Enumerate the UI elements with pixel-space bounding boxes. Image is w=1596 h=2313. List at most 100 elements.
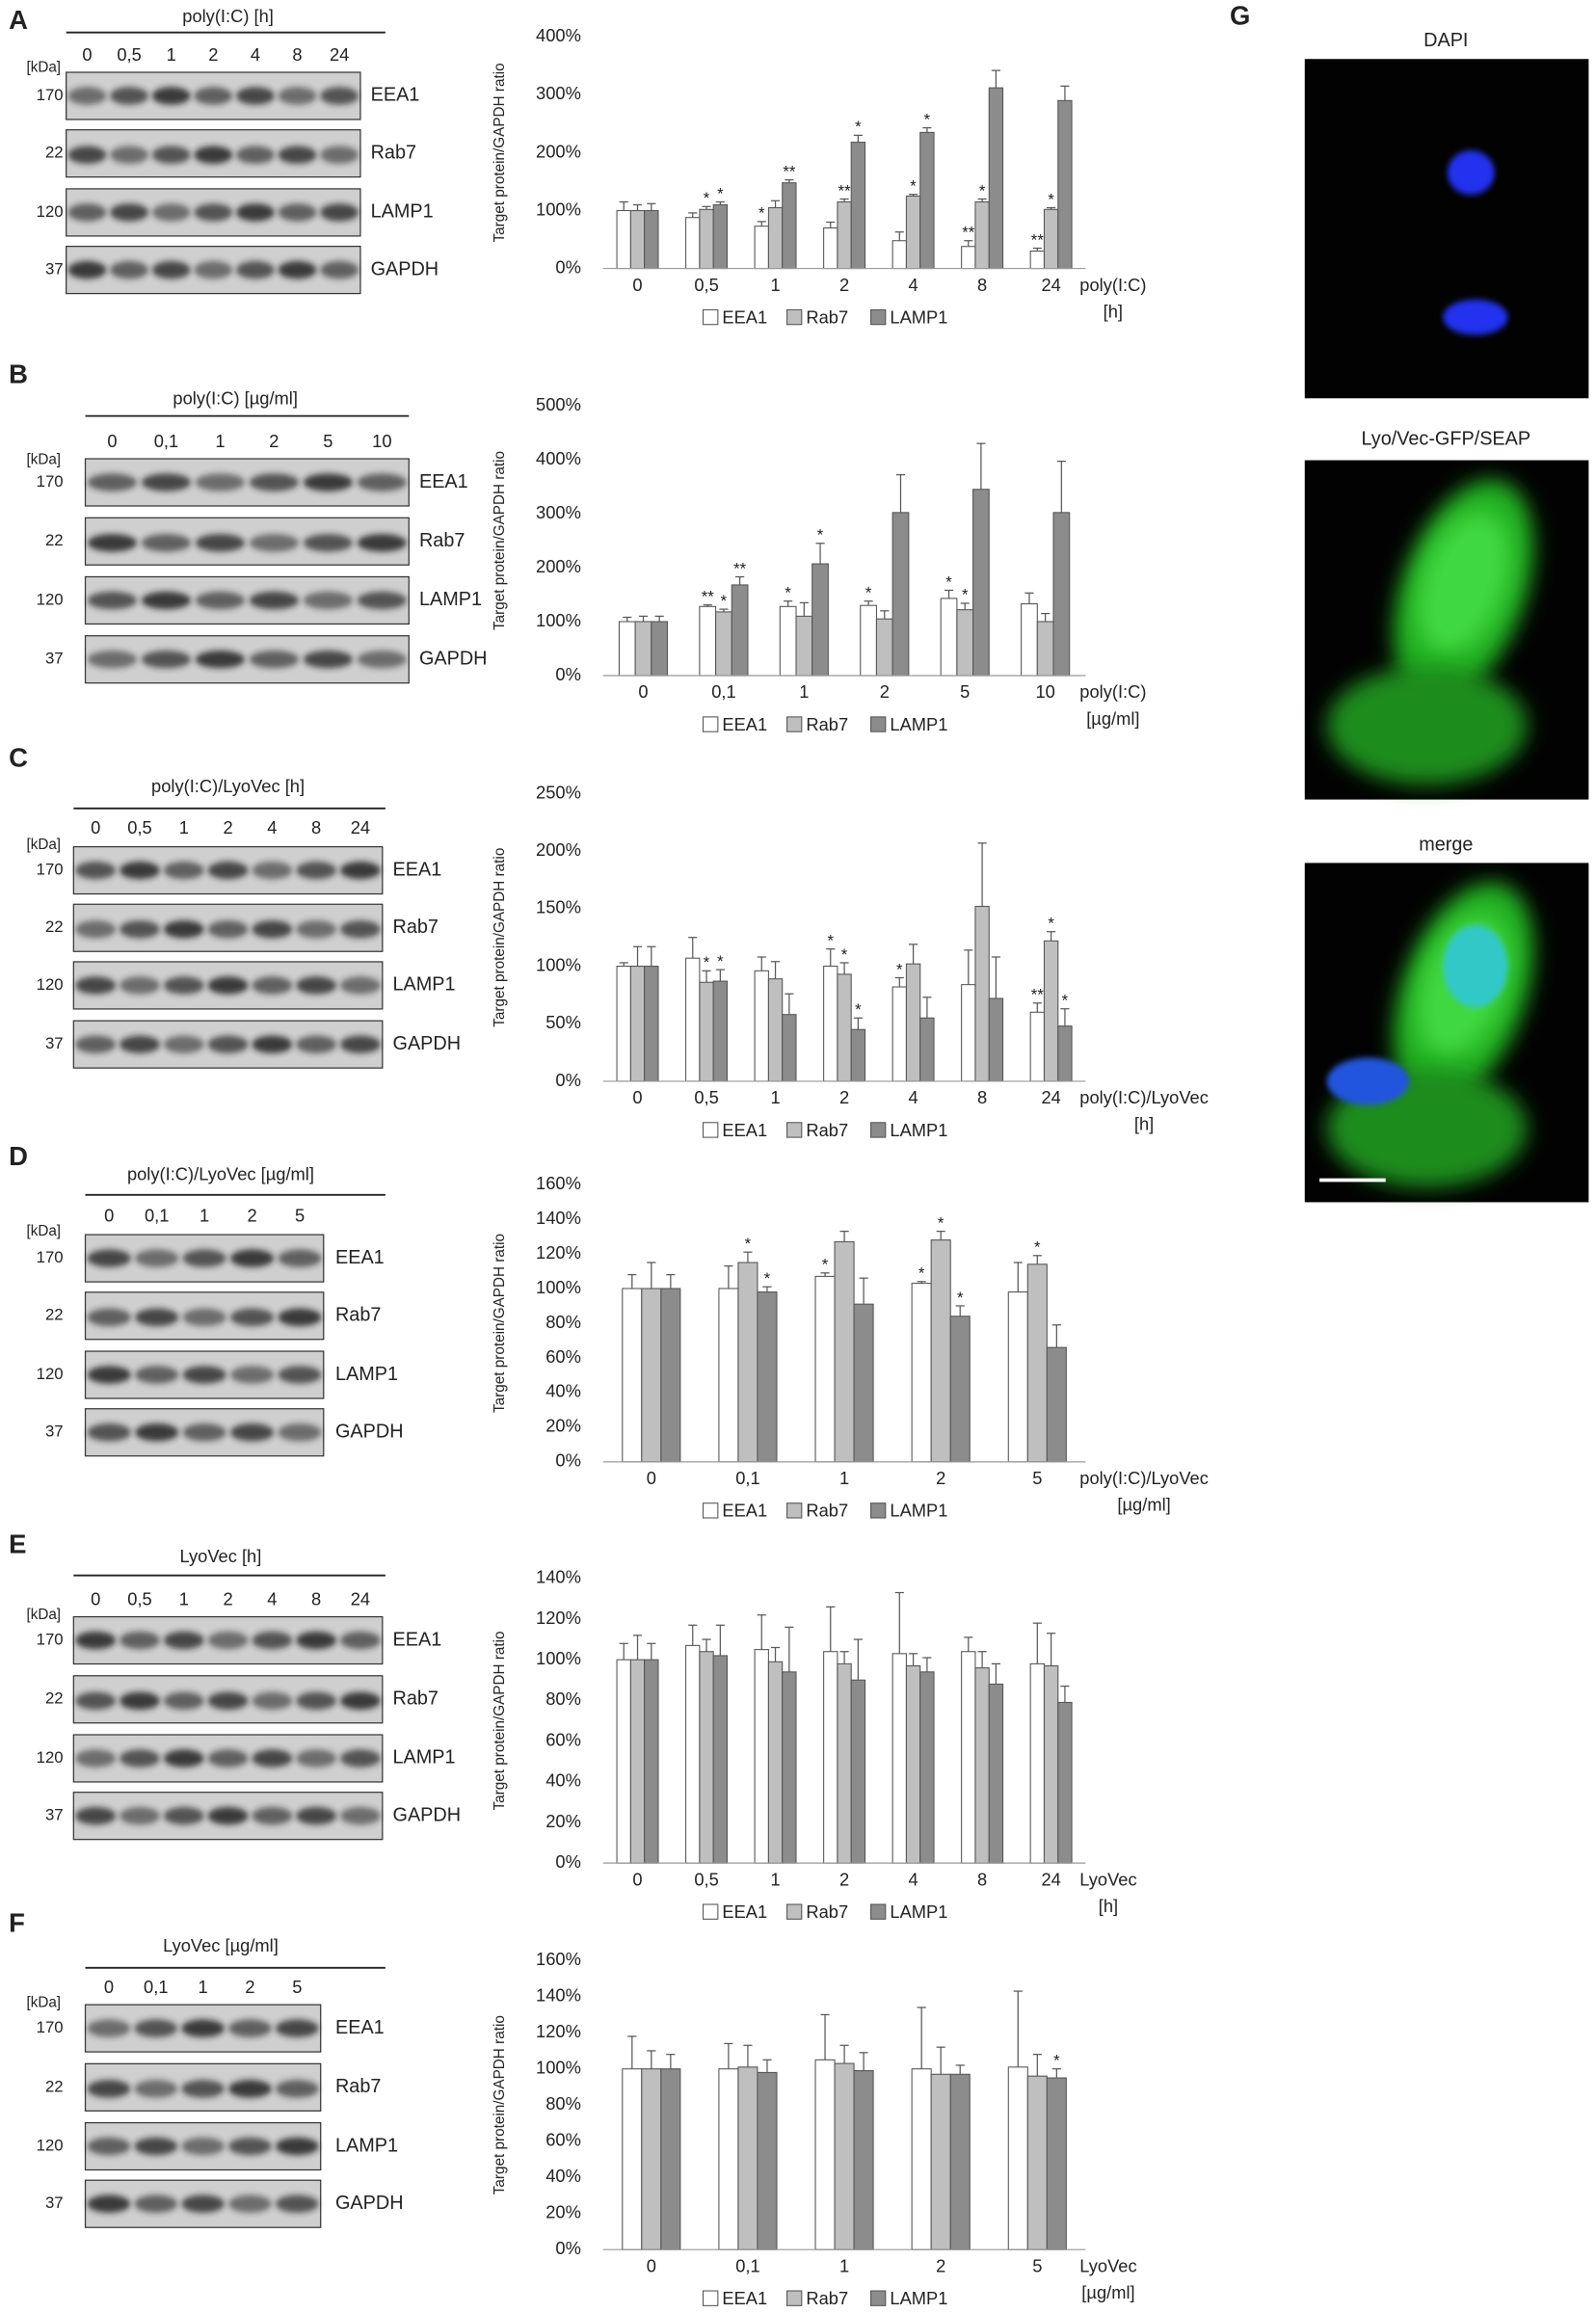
y-tick-label: 0% <box>555 1851 580 1872</box>
blot-band <box>357 591 408 610</box>
protein-name: Rab7 <box>393 917 439 938</box>
bar <box>718 1288 739 1463</box>
bar <box>699 208 714 270</box>
kda-marker: 37 <box>45 1422 64 1441</box>
x-tick-label: 5 <box>1032 2255 1042 2275</box>
legend-label: EEA1 <box>722 1120 767 1140</box>
lane-label: 1 <box>179 1589 189 1609</box>
y-tick-label: 140% <box>536 1208 581 1228</box>
bar <box>685 1644 701 1864</box>
blot-band <box>207 920 249 939</box>
bar <box>911 1283 932 1463</box>
blot-band <box>303 534 354 552</box>
y-tick-label: 200% <box>536 556 581 576</box>
x-tick-label: 1 <box>770 275 780 295</box>
bar <box>634 621 652 677</box>
y-tick-label: 120% <box>536 1608 581 1628</box>
blot-band <box>252 976 293 995</box>
significance-star: * <box>957 1289 964 1307</box>
x-tick-label: 0,1 <box>711 681 735 702</box>
micrograph-content <box>1443 150 1508 335</box>
lane-label: 5 <box>295 1206 305 1226</box>
blot-band <box>278 260 317 279</box>
bar <box>685 217 701 270</box>
y-tick-label: 250% <box>536 782 581 802</box>
x-axis-label: [µg/ml] <box>1117 1495 1170 1515</box>
blot-band <box>339 861 381 880</box>
bar <box>1021 602 1038 677</box>
blot-band <box>119 1749 161 1768</box>
bar <box>1026 1263 1048 1463</box>
lane-label: 0,5 <box>117 44 141 65</box>
blot-band <box>87 2194 131 2213</box>
bar <box>644 209 659 270</box>
blot-band <box>181 2019 226 2037</box>
x-tick-label: 8 <box>977 1087 987 1107</box>
legend-swatch <box>786 1502 803 1519</box>
bar <box>811 563 829 677</box>
x-tick-label: 2 <box>936 1468 945 1488</box>
blot-band <box>194 203 233 222</box>
kda-marker: 170 <box>37 472 64 491</box>
lane-label: 2 <box>223 817 232 837</box>
legend-label: Rab7 <box>806 1901 848 1922</box>
lane-label: 2 <box>223 1589 232 1609</box>
bar <box>622 1288 643 1463</box>
kda-marker: 120 <box>37 590 64 608</box>
lane-label: 4 <box>267 1589 277 1609</box>
blot-strip <box>84 575 410 625</box>
legend-swatch <box>870 1122 887 1138</box>
blot-band <box>252 1631 293 1650</box>
blot-band <box>163 1691 204 1710</box>
blot-band <box>151 203 191 222</box>
bar <box>837 200 852 270</box>
lane-label: 0 <box>91 817 100 837</box>
lane-label: 0,5 <box>127 1589 151 1609</box>
kda-unit: [kDa] <box>26 1995 61 2011</box>
y-tick-label: 0% <box>555 1070 580 1090</box>
y-tick-label: 40% <box>545 1381 581 1401</box>
lane-label: 1 <box>199 1977 208 1997</box>
significance-star: * <box>918 1264 925 1283</box>
lane-label: 2 <box>208 44 218 65</box>
micrograph <box>1304 59 1589 399</box>
x-axis-label: poly(I:C)/LyoVec <box>1079 1468 1209 1488</box>
blot-band <box>163 976 204 995</box>
blot-band <box>278 87 317 105</box>
lane-label: 1 <box>200 1206 209 1226</box>
bar <box>1043 1664 1059 1864</box>
significance-star: * <box>721 592 728 610</box>
blot-band <box>163 1035 204 1053</box>
protein-name: LAMP1 <box>419 589 482 610</box>
significance-star: * <box>828 931 835 949</box>
blot-band <box>252 1035 293 1053</box>
bar <box>641 1288 662 1463</box>
y-tick-label: 120% <box>536 2021 581 2041</box>
blot-band <box>296 1691 337 1710</box>
image-caption: Lyo/Vec-GFP/SEAP <box>1362 428 1531 449</box>
blot-band <box>339 1691 381 1710</box>
blot-band <box>75 1631 117 1650</box>
blot-band <box>229 1249 275 1267</box>
blot-band <box>110 203 149 222</box>
blot-band <box>181 2137 226 2156</box>
legend-swatch <box>703 308 719 326</box>
y-tick-label: 40% <box>545 1770 581 1791</box>
blot-band <box>249 651 300 669</box>
kda-marker: 22 <box>45 1306 64 1324</box>
x-tick-label: 8 <box>977 1869 987 1889</box>
bar <box>1007 1291 1028 1463</box>
nucleus-dapi <box>1447 150 1495 196</box>
lane-label: 0 <box>104 1206 114 1226</box>
blot-band <box>134 2137 178 2156</box>
blot-band <box>87 1423 131 1442</box>
legend-swatch <box>703 1502 719 1519</box>
blot-band <box>296 1035 337 1053</box>
y-axis-label: Target protein/GAPDH ratio <box>492 1631 508 1810</box>
x-tick-label: 0 <box>647 2255 656 2275</box>
bar <box>1057 1025 1073 1082</box>
blot-band <box>339 1807 381 1825</box>
blot-band <box>207 1691 249 1710</box>
bar <box>616 209 631 270</box>
bar <box>956 609 974 677</box>
